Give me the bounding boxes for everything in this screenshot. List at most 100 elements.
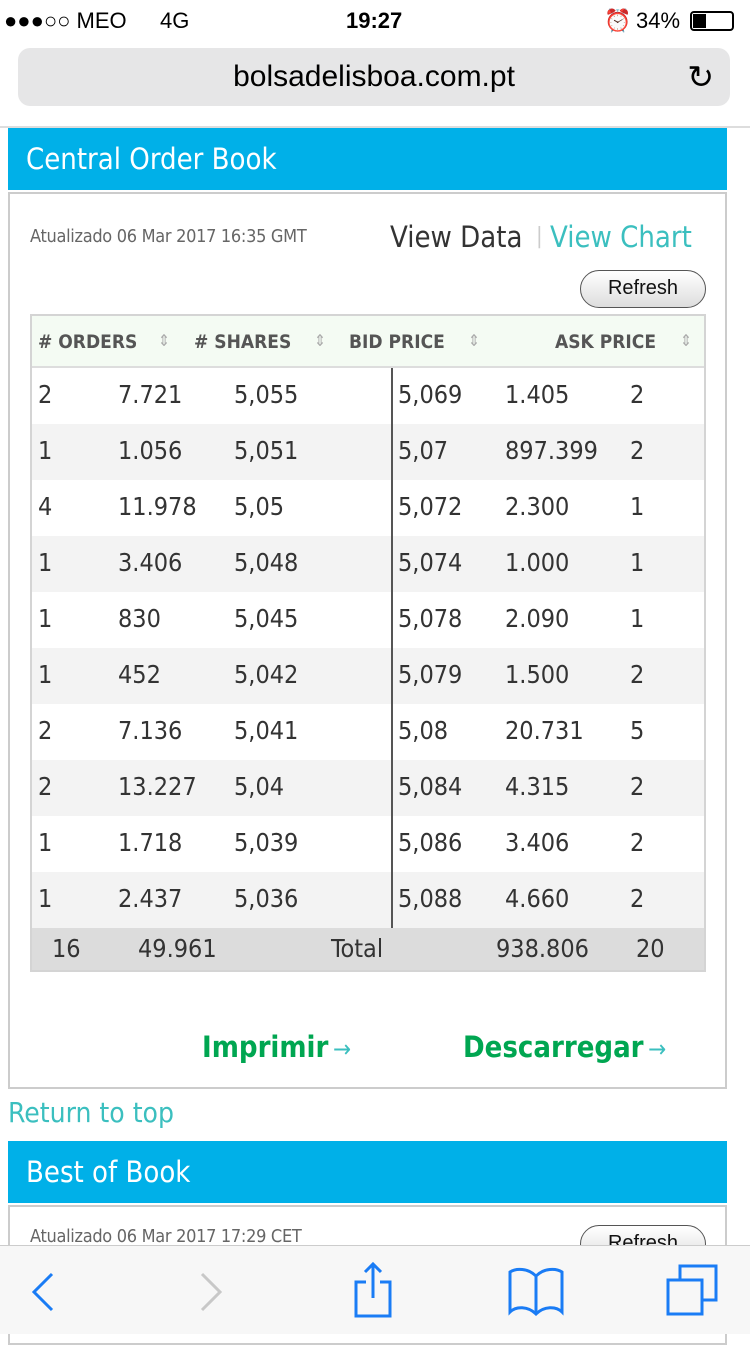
ask-orders: 2 bbox=[630, 772, 645, 801]
updated-timestamp: Atualizado 06 Mar 2017 16:35 GMT bbox=[30, 226, 307, 247]
ask-shares: 1.405 bbox=[505, 380, 570, 409]
table-row: 1 3.406 5,048 5,074 1.000 1 bbox=[32, 536, 704, 592]
battery-percent: 34% bbox=[636, 8, 681, 33]
bid-shares: 452 bbox=[118, 660, 161, 689]
table-row: 1 1.718 5,039 5,086 3.406 2 bbox=[32, 816, 704, 872]
ask-orders: 1 bbox=[630, 492, 645, 521]
bid-orders: 2 bbox=[38, 772, 53, 801]
table-row: 1 2.437 5,036 5,088 4.660 2 bbox=[32, 872, 704, 928]
bid-price: 5,055 bbox=[234, 380, 299, 409]
ask-shares: 4.315 bbox=[505, 772, 570, 801]
bid-shares: 3.406 bbox=[118, 548, 183, 577]
header-orders[interactable]: # ORDERS bbox=[38, 331, 138, 353]
bid-orders: 4 bbox=[38, 492, 53, 521]
print-link[interactable]: Imprimir → bbox=[202, 1030, 352, 1064]
bid-shares: 1.056 bbox=[118, 436, 183, 465]
header-shares[interactable]: # SHARES bbox=[194, 331, 292, 353]
ask-shares: 20.731 bbox=[505, 716, 584, 745]
ask-price: 5,084 bbox=[398, 772, 463, 801]
forward-icon[interactable] bbox=[198, 1272, 224, 1312]
ask-orders: 2 bbox=[630, 436, 645, 465]
bid-price: 5,039 bbox=[234, 828, 299, 857]
bid-price: 5,041 bbox=[234, 716, 299, 745]
bid-shares: 830 bbox=[118, 604, 161, 633]
bid-orders: 1 bbox=[38, 436, 53, 465]
bid-orders: 1 bbox=[38, 828, 53, 857]
alarm-icon: ⏰ bbox=[604, 8, 632, 33]
tab-separator: | bbox=[536, 224, 543, 249]
arrow-right-icon: → bbox=[332, 1035, 352, 1063]
view-chart-tab[interactable]: View Chart bbox=[550, 220, 692, 254]
section-header: Best of Book bbox=[8, 1141, 727, 1203]
ask-shares: 2.090 bbox=[505, 604, 570, 633]
url-text: bolsadelisboa.com.pt bbox=[233, 60, 515, 93]
ask-price: 5,08 bbox=[398, 716, 449, 745]
refresh-button[interactable]: Refresh bbox=[580, 270, 706, 308]
ask-shares: 1.500 bbox=[505, 660, 570, 689]
view-data-tab[interactable]: View Data bbox=[390, 220, 523, 254]
table-row: 1 1.056 5,051 5,07 897.399 2 bbox=[32, 424, 704, 480]
share-icon[interactable] bbox=[352, 1262, 394, 1318]
return-to-top-link[interactable]: Return to top bbox=[8, 1096, 174, 1129]
bid-price: 5,048 bbox=[234, 548, 299, 577]
total-orders: 16 bbox=[52, 934, 81, 963]
ask-orders: 1 bbox=[630, 548, 645, 577]
url-bar[interactable]: bolsadelisboa.com.pt ↻ bbox=[18, 48, 730, 106]
carrier: ●●●○○ MEO bbox=[4, 8, 127, 33]
total-ask-orders: 20 bbox=[636, 934, 665, 963]
ask-price: 5,088 bbox=[398, 884, 463, 913]
tabs-icon[interactable] bbox=[666, 1264, 720, 1316]
clock: 19:27 bbox=[346, 8, 403, 33]
total-shares: 49.961 bbox=[138, 934, 217, 963]
total-ask-shares: 938.806 bbox=[496, 934, 589, 963]
order-book-table: # ORDERS ⇕ # SHARES ⇕ BID PRICE ⇕ ASK PR… bbox=[30, 314, 706, 972]
ask-shares: 4.660 bbox=[505, 884, 570, 913]
bid-orders: 2 bbox=[38, 716, 53, 745]
bid-price: 5,04 bbox=[234, 772, 285, 801]
ask-shares: 2.300 bbox=[505, 492, 570, 521]
bid-orders: 2 bbox=[38, 380, 53, 409]
ask-shares: 1.000 bbox=[505, 548, 570, 577]
ask-orders: 2 bbox=[630, 828, 645, 857]
header-bid-price[interactable]: BID PRICE bbox=[349, 331, 445, 353]
bid-shares: 1.718 bbox=[118, 828, 183, 857]
back-icon[interactable] bbox=[30, 1272, 56, 1312]
header-ask-price[interactable]: ASK PRICE bbox=[555, 331, 657, 353]
download-link[interactable]: Descarregar → bbox=[463, 1030, 667, 1064]
bid-ask-divider bbox=[391, 368, 393, 928]
bid-price: 5,05 bbox=[234, 492, 285, 521]
ask-price: 5,07 bbox=[398, 436, 449, 465]
ask-price: 5,069 bbox=[398, 380, 463, 409]
bid-orders: 1 bbox=[38, 548, 53, 577]
bid-shares: 13.227 bbox=[118, 772, 197, 801]
table-row: 2 7.721 5,055 5,069 1.405 2 bbox=[32, 368, 704, 424]
ask-price: 5,078 bbox=[398, 604, 463, 633]
ask-price: 5,079 bbox=[398, 660, 463, 689]
table-row: 1 452 5,042 5,079 1.500 2 bbox=[32, 648, 704, 704]
table-header: # ORDERS ⇕ # SHARES ⇕ BID PRICE ⇕ ASK PR… bbox=[32, 316, 704, 368]
ask-orders: 2 bbox=[630, 884, 645, 913]
sort-icon[interactable]: ⇕ bbox=[314, 331, 327, 350]
ask-orders: 2 bbox=[630, 380, 645, 409]
ask-shares: 3.406 bbox=[505, 828, 570, 857]
ask-orders: 1 bbox=[630, 604, 645, 633]
reload-icon[interactable]: ↻ bbox=[687, 59, 714, 95]
table-row: 2 13.227 5,04 5,084 4.315 2 bbox=[32, 760, 704, 816]
sort-icon[interactable]: ⇕ bbox=[468, 331, 481, 350]
section-header: Central Order Book bbox=[8, 128, 727, 190]
battery-icon bbox=[690, 11, 734, 31]
bid-price: 5,036 bbox=[234, 884, 299, 913]
status-bar: ●●●○○ MEO 4G 19:27 ⏰ 34% bbox=[0, 0, 750, 40]
ask-orders: 2 bbox=[630, 660, 645, 689]
sort-icon[interactable]: ⇕ bbox=[680, 331, 693, 350]
ask-price: 5,086 bbox=[398, 828, 463, 857]
bid-shares: 7.136 bbox=[118, 716, 183, 745]
updated-timestamp: Atualizado 06 Mar 2017 17:29 CET bbox=[30, 1226, 302, 1247]
sort-icon[interactable]: ⇕ bbox=[158, 331, 171, 350]
bid-price: 5,042 bbox=[234, 660, 299, 689]
arrow-right-icon: → bbox=[648, 1035, 667, 1063]
table-row: 1 830 5,045 5,078 2.090 1 bbox=[32, 592, 704, 648]
bid-shares: 2.437 bbox=[118, 884, 183, 913]
bid-price: 5,045 bbox=[234, 604, 299, 633]
bookmarks-icon[interactable] bbox=[508, 1266, 564, 1316]
